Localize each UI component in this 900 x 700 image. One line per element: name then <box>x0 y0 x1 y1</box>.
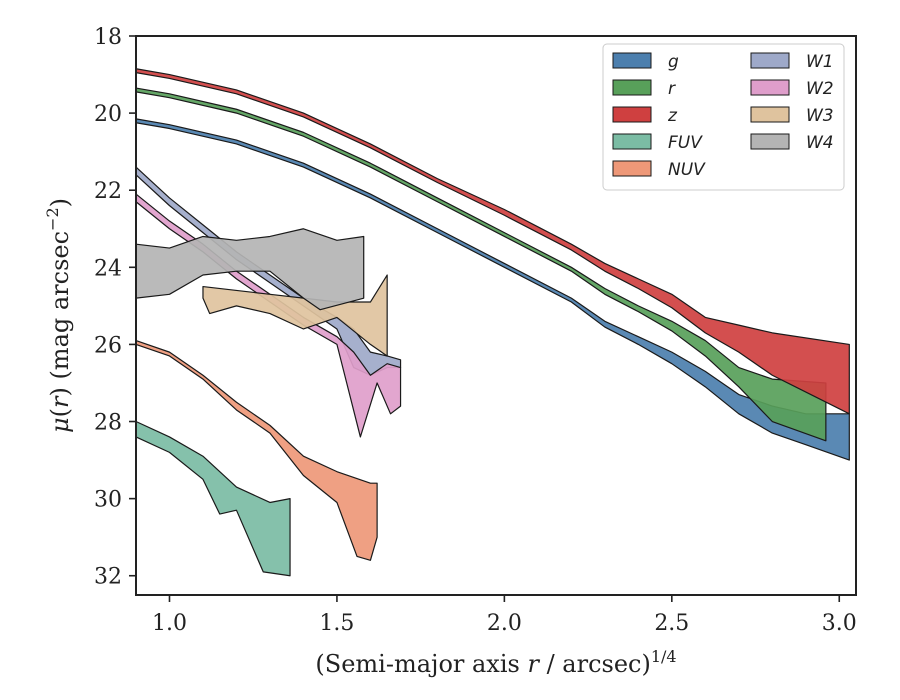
plot-frame <box>135 35 857 596</box>
band-nuv <box>135 339 378 561</box>
x-axis: 1.0 1.5 2.0 2.5 3.0 <box>152 595 857 636</box>
band-w4 <box>135 228 365 311</box>
band-w3 <box>202 274 388 357</box>
legend-label-w1: W1 <box>806 52 834 72</box>
x-tick-label: 2.5 <box>654 611 689 636</box>
legend: grz FUV NUV W1 W2 W3 W4 <box>602 43 845 191</box>
band-fuv <box>135 420 291 577</box>
y-axis: 18 20 22 24 26 28 30 32 <box>94 25 136 590</box>
legend-label-nuv: NUV <box>668 160 706 180</box>
legend-label-w3: W3 <box>806 106 834 126</box>
legend-label-w4: W4 <box>806 133 834 153</box>
y-tick-label: 22 <box>94 179 122 204</box>
band-z <box>135 68 850 415</box>
band-r <box>135 87 827 442</box>
band-g <box>135 118 850 461</box>
legend-swatch-g <box>612 52 652 69</box>
y-tick-label: 20 <box>94 102 122 127</box>
y-axis-label: μ(r) (mag arcsec−2) <box>43 198 74 433</box>
x-tick-label: 1.5 <box>319 611 354 636</box>
y-tick-label: 26 <box>94 333 122 358</box>
legend-swatch-r <box>612 79 652 96</box>
legend-swatch-w2 <box>750 79 790 96</box>
legend-label-fuv: FUV <box>668 133 703 153</box>
y-tick-label: 32 <box>94 565 122 590</box>
x-tick-label: 2.0 <box>487 611 522 636</box>
legend-label-w2: W2 <box>806 79 834 99</box>
y-tick-label: 30 <box>94 488 122 513</box>
x-tick-label: 1.0 <box>152 611 187 636</box>
x-axis-label: (Semi-major axis r / arcsec)1/4 <box>315 647 676 678</box>
chart-bands <box>135 68 850 577</box>
y-tick-label: 24 <box>94 256 122 281</box>
y-tick-label: 28 <box>94 411 122 436</box>
x-tick-label: 3.0 <box>822 611 857 636</box>
y-tick-label: 18 <box>94 25 122 50</box>
legend-swatch-z <box>612 106 652 123</box>
legend-swatch-w4 <box>750 133 790 150</box>
legend-swatch-w3 <box>750 106 790 123</box>
legend-swatch-nuv <box>612 160 652 177</box>
legend-label-r: r <box>668 79 676 99</box>
legend-label-g: g <box>668 52 679 72</box>
legend-swatch-w1 <box>750 52 790 69</box>
legend-swatch-fuv <box>612 133 652 150</box>
legend-label-z: z <box>667 106 678 126</box>
